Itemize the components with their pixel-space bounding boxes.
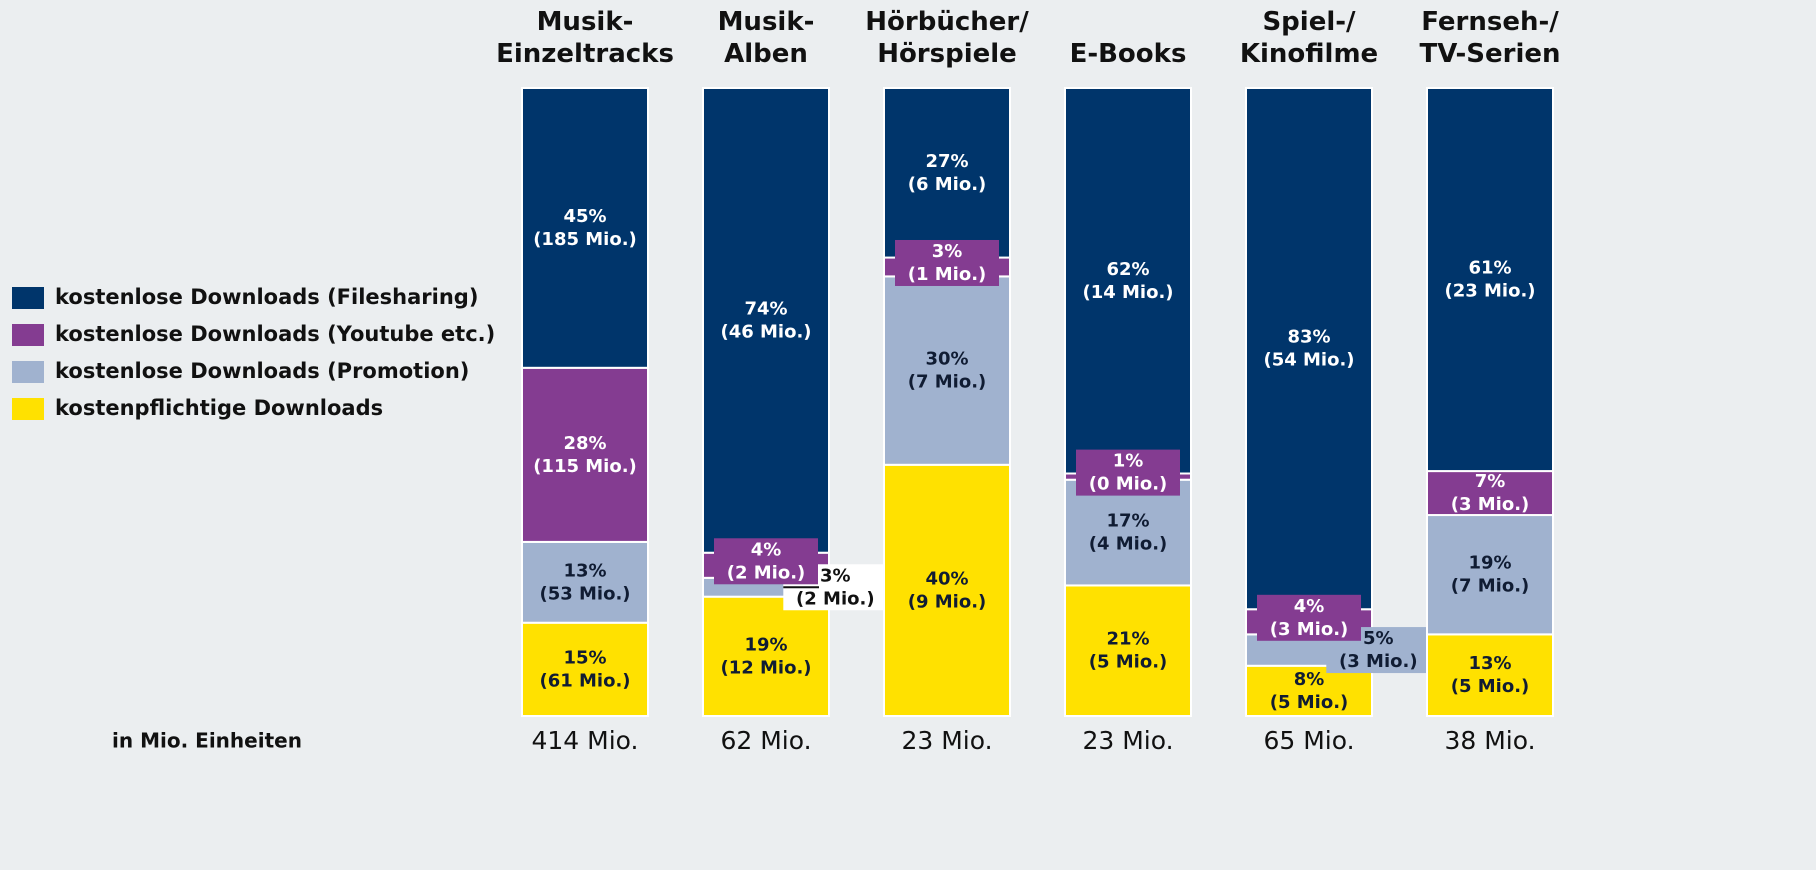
total-label: 62 Mio. xyxy=(720,726,811,755)
count-label: (3 Mio.) xyxy=(1270,619,1349,640)
count-label: (5 Mio.) xyxy=(1451,676,1530,697)
bar-segment xyxy=(1064,87,1192,475)
value-label: 19% xyxy=(1468,553,1511,574)
value-label: 4% xyxy=(751,539,782,560)
count-label: (3 Mio.) xyxy=(1451,494,1530,515)
value-label: 74% xyxy=(744,298,787,319)
count-label: (7 Mio.) xyxy=(1451,576,1530,597)
legend-label: kostenlose Downloads (Youtube etc.) xyxy=(55,322,495,346)
count-label: (1 Mio.) xyxy=(908,264,987,285)
value-label: 7% xyxy=(1475,471,1506,492)
bar-segment xyxy=(1426,514,1554,636)
bar-segment xyxy=(1426,470,1554,517)
value-label: 4% xyxy=(1294,596,1325,617)
bar-segment xyxy=(521,87,649,369)
value-label: 13% xyxy=(1468,653,1511,674)
bar-segment xyxy=(1064,584,1192,717)
value-label: 62% xyxy=(1106,259,1149,280)
category-label: Musik-Alben xyxy=(718,7,815,69)
bar-segment xyxy=(521,366,649,543)
totals-label: in Mio. Einheiten xyxy=(112,729,302,753)
value-label: 13% xyxy=(563,560,606,581)
category-label: E-Books xyxy=(1070,39,1187,69)
bar-segment xyxy=(883,463,1011,717)
category-label: Musik-Einzeltracks xyxy=(496,7,674,69)
label-box xyxy=(1257,594,1361,641)
legend-label: kostenlose Downloads (Filesharing) xyxy=(55,285,478,309)
legend-label: kostenlose Downloads (Promotion) xyxy=(55,359,469,383)
total-label: 38 Mio. xyxy=(1444,726,1535,755)
legend-swatch xyxy=(12,361,44,383)
total-label: 23 Mio. xyxy=(1082,726,1173,755)
value-label: 15% xyxy=(563,647,606,668)
category-label: Fernseh-/TV-Serien xyxy=(1420,7,1561,69)
value-label: 83% xyxy=(1287,327,1330,348)
bar-segment xyxy=(521,621,649,717)
count-label: (14 Mio.) xyxy=(1082,282,1173,303)
category-label: Spiel-/Kinofilme xyxy=(1240,7,1378,69)
value-label: 3% xyxy=(932,241,963,262)
value-label: 45% xyxy=(563,206,606,227)
bar-segment xyxy=(702,87,830,554)
total-label: 23 Mio. xyxy=(901,726,992,755)
count-label: (185 Mio.) xyxy=(533,229,637,250)
bar-segment xyxy=(1426,87,1554,473)
count-label: (2 Mio.) xyxy=(727,562,806,583)
count-label: (9 Mio.) xyxy=(908,591,987,612)
bar-segment xyxy=(1245,87,1373,611)
count-label: (53 Mio.) xyxy=(539,583,630,604)
value-label: 30% xyxy=(925,349,968,370)
count-label: (6 Mio.) xyxy=(908,174,987,195)
legend-swatch xyxy=(12,324,44,346)
count-label: (3 Mio.) xyxy=(1339,651,1418,672)
count-label: (23 Mio.) xyxy=(1444,281,1535,302)
legend-label: kostenpflichtige Downloads xyxy=(55,396,383,420)
legend-swatch xyxy=(12,398,44,420)
value-label: 1% xyxy=(1113,451,1144,472)
value-label: 19% xyxy=(744,634,787,655)
count-label: (12 Mio.) xyxy=(720,657,811,678)
value-label: 28% xyxy=(563,433,606,454)
count-label: (46 Mio.) xyxy=(720,321,811,342)
bar-segment xyxy=(883,275,1011,466)
count-label: (2 Mio.) xyxy=(796,588,875,609)
count-label: (5 Mio.) xyxy=(1089,652,1168,673)
value-label: 40% xyxy=(925,568,968,589)
count-label: (5 Mio.) xyxy=(1270,692,1349,713)
bar-segment xyxy=(521,540,649,624)
bar-segment xyxy=(883,87,1011,259)
value-label: 5% xyxy=(1363,628,1394,649)
value-label: 61% xyxy=(1468,258,1511,279)
label-box xyxy=(714,538,818,585)
value-label: 3% xyxy=(820,565,851,586)
value-label: 27% xyxy=(925,151,968,172)
total-label: 65 Mio. xyxy=(1263,726,1354,755)
bar-segment xyxy=(702,595,830,717)
count-label: (7 Mio.) xyxy=(908,372,987,393)
label-box xyxy=(1076,449,1180,496)
total-label: 414 Mio. xyxy=(532,726,639,755)
count-label: (115 Mio.) xyxy=(533,456,637,477)
bar-segment xyxy=(1426,633,1554,717)
value-label: 21% xyxy=(1106,629,1149,650)
legend-swatch xyxy=(12,287,44,309)
value-label: 8% xyxy=(1294,669,1325,690)
value-label: 17% xyxy=(1106,511,1149,532)
count-label: (54 Mio.) xyxy=(1263,350,1354,371)
count-label: (4 Mio.) xyxy=(1089,534,1168,555)
label-box xyxy=(895,239,999,286)
count-label: (61 Mio.) xyxy=(539,670,630,691)
category-label: Hörbücher/Hörspiele xyxy=(865,7,1029,69)
count-label: (0 Mio.) xyxy=(1089,474,1168,495)
